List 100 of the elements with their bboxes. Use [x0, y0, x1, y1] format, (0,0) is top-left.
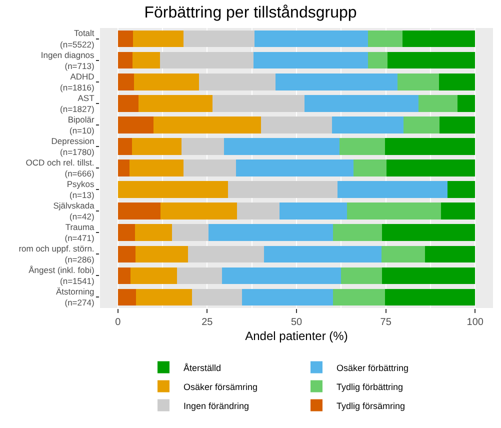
bar — [275, 73, 398, 90]
y-tick-label: OCD och rel. tillst. (n=666) — [26, 157, 94, 178]
bar — [304, 94, 418, 112]
bar — [160, 52, 254, 69]
bar — [181, 138, 224, 155]
bar — [118, 288, 136, 306]
bar — [439, 116, 476, 134]
bar — [184, 30, 254, 48]
x-axis-title: Andel patienter (%) — [245, 328, 348, 343]
legend-label: Tydlig förbättring — [336, 382, 404, 392]
bar — [132, 52, 160, 69]
bar — [222, 267, 341, 284]
bar — [184, 160, 236, 176]
bar — [386, 160, 476, 176]
y-tick-label: Självskada (n=42) — [53, 200, 95, 222]
bar — [332, 224, 382, 242]
bar — [385, 138, 476, 155]
legend-label: Återställd — [184, 362, 222, 373]
bar — [177, 267, 222, 284]
y-tick-label: Trauma (n=471) — [64, 222, 95, 244]
bar — [236, 160, 354, 176]
bar — [118, 52, 133, 69]
bar — [118, 181, 228, 198]
bar — [242, 288, 333, 306]
bar — [279, 202, 348, 220]
chart-title: Förbättring per tillståndsgrupp — [144, 4, 357, 22]
bar — [338, 181, 448, 198]
bar — [332, 288, 386, 306]
bar — [118, 246, 136, 263]
bar — [118, 73, 134, 90]
bar — [136, 288, 192, 306]
y-tick-label: rom och uppf. störn. (n=286) — [18, 244, 94, 265]
y-tick-label: Psykos (n=13) — [66, 178, 94, 200]
bar — [135, 224, 172, 242]
x-tick-label: 75 — [380, 317, 392, 328]
bar — [118, 116, 154, 134]
bar — [129, 160, 184, 176]
bar — [172, 224, 209, 242]
bar — [340, 267, 382, 284]
bar — [264, 246, 382, 263]
bar — [382, 224, 476, 242]
bar — [332, 116, 404, 134]
bar — [397, 73, 440, 90]
bar — [118, 202, 160, 220]
bar — [457, 94, 476, 112]
bar — [418, 94, 458, 112]
bar — [354, 160, 387, 176]
bar — [224, 138, 340, 155]
x-tick-label: 100 — [466, 317, 484, 328]
bar — [368, 52, 388, 69]
y-tick-label: Ingen diagnos (n=713) — [40, 50, 94, 71]
bar — [236, 202, 280, 220]
y-tick-label: AST (n=1827) — [60, 92, 94, 114]
bar — [228, 181, 338, 198]
bar — [260, 116, 332, 134]
bar — [118, 30, 133, 48]
bar — [118, 224, 136, 242]
x-tick-label: 0 — [115, 317, 122, 328]
bar — [439, 73, 476, 90]
bar — [254, 30, 368, 48]
bar — [424, 246, 476, 263]
bar — [254, 52, 368, 69]
bar — [118, 94, 139, 112]
bar — [132, 138, 182, 155]
bar — [347, 202, 441, 220]
bar — [154, 116, 261, 134]
bar — [132, 30, 184, 48]
legend-label: Osäker försämring — [184, 382, 258, 392]
bar — [138, 94, 213, 112]
bar — [382, 267, 476, 284]
x-tick-label: 50 — [290, 317, 302, 328]
bar — [402, 30, 476, 48]
bar — [440, 202, 475, 220]
bar — [448, 181, 476, 198]
bar — [118, 160, 130, 176]
bar — [192, 288, 242, 306]
legend-label: Tydlig försämring — [336, 400, 406, 411]
legend-label: Ingen förändring — [184, 400, 250, 411]
y-tick-label: Depression (n=1780) — [51, 136, 95, 157]
bar — [212, 94, 304, 112]
y-tick-label: ADHD (n=1816) — [60, 71, 94, 92]
bar — [136, 246, 188, 263]
bar — [339, 138, 386, 155]
bar — [368, 30, 402, 48]
y-tick-label: Bipolär (n=10) — [68, 114, 94, 136]
bar — [208, 224, 333, 242]
bar — [385, 288, 476, 306]
bar — [130, 267, 178, 284]
bar — [198, 73, 276, 90]
y-tick-label: Ångest (inkl. fobi) (n=1541) — [28, 265, 94, 286]
bar — [118, 138, 132, 155]
y-tick-label: Ätstorning (n=274) — [56, 286, 95, 308]
bar — [388, 52, 476, 69]
legend-label: Osäker förbättring — [336, 362, 409, 373]
x-tick-label: 25 — [202, 317, 214, 328]
y-tick-label: Totalt (n=5522) — [60, 28, 95, 50]
bar — [188, 246, 264, 263]
bar — [134, 73, 199, 90]
bar — [382, 246, 425, 263]
bar — [160, 202, 237, 220]
